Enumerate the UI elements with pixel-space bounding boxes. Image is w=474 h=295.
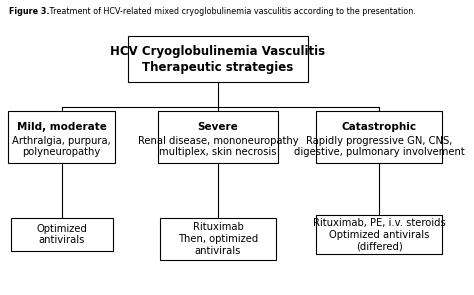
FancyBboxPatch shape [316, 215, 442, 254]
Text: HCV Cryoglobulinemia Vasculitis: HCV Cryoglobulinemia Vasculitis [110, 45, 326, 58]
Text: Severe: Severe [198, 122, 238, 132]
Text: Catastrophic: Catastrophic [342, 122, 417, 132]
Text: Treatment of HCV-related mixed cryoglobulinemia vasculitis according to the pres: Treatment of HCV-related mixed cryoglobu… [47, 7, 416, 17]
Text: Mild, moderate: Mild, moderate [17, 122, 107, 132]
Text: Optimized
antivirals: Optimized antivirals [36, 224, 87, 245]
FancyBboxPatch shape [316, 111, 442, 163]
Text: Rapidly progressive GN, CNS,
digestive, pulmonary involvement: Rapidly progressive GN, CNS, digestive, … [294, 136, 465, 157]
Text: Therapeutic strategies: Therapeutic strategies [142, 61, 294, 74]
FancyBboxPatch shape [11, 218, 112, 251]
FancyBboxPatch shape [157, 111, 279, 163]
Text: Rituximab, PE, i.v. steroids
Optimized antivirals
(differed): Rituximab, PE, i.v. steroids Optimized a… [313, 218, 446, 251]
FancyBboxPatch shape [8, 111, 115, 163]
Text: Arthralgia, purpura,
polyneuropathy: Arthralgia, purpura, polyneuropathy [12, 136, 111, 157]
FancyBboxPatch shape [128, 36, 308, 82]
Text: Figure 3.: Figure 3. [9, 7, 50, 17]
Text: Rituximab
Then, optimized
antivirals: Rituximab Then, optimized antivirals [178, 222, 258, 255]
FancyBboxPatch shape [160, 218, 276, 260]
Text: Renal disease, mononeuropathy
multiplex, skin necrosis: Renal disease, mononeuropathy multiplex,… [138, 136, 298, 157]
